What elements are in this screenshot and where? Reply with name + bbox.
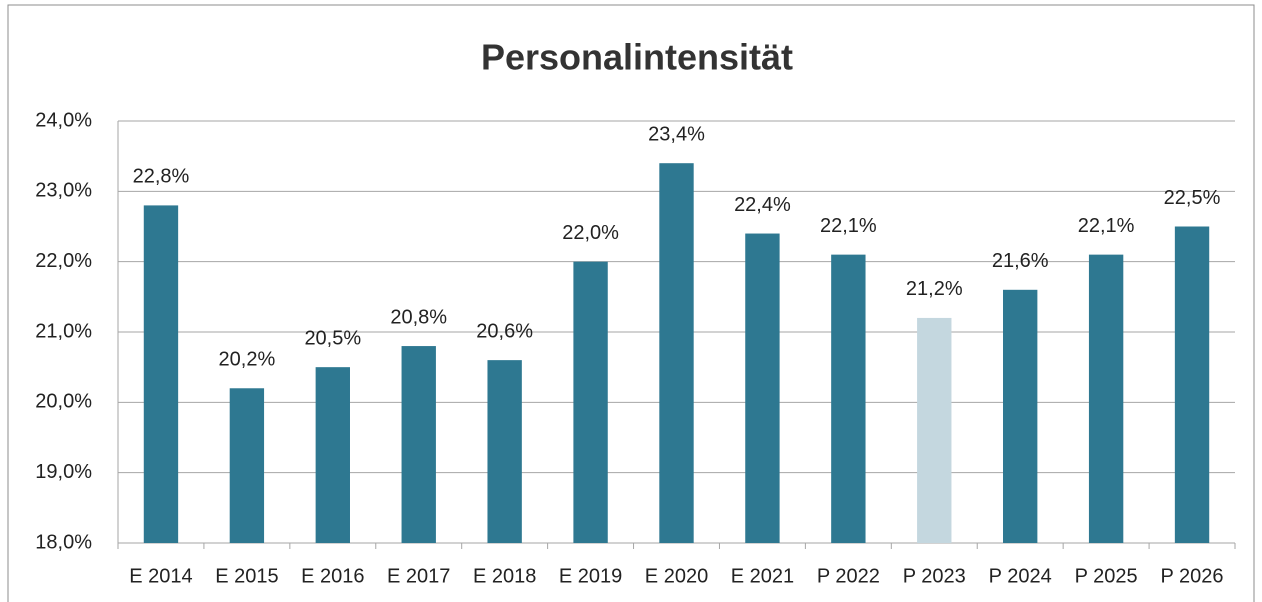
x-tick-label: E 2016 xyxy=(301,565,364,587)
x-tick-label: P 2025 xyxy=(1075,565,1138,587)
bar xyxy=(143,205,179,543)
chart-frame xyxy=(7,4,1255,602)
x-tick-label: E 2015 xyxy=(215,565,278,587)
bar xyxy=(659,163,694,543)
data-label: 22,4% xyxy=(734,194,791,216)
x-tick-label: E 2021 xyxy=(731,565,794,587)
y-tick-label: 23,0% xyxy=(35,180,92,202)
data-label: 20,5% xyxy=(304,327,361,349)
y-tick-label: 19,0% xyxy=(35,461,92,483)
y-tick-label: 20,0% xyxy=(35,391,92,413)
y-tick-label: 18,0% xyxy=(35,531,92,553)
bar xyxy=(1088,254,1124,543)
x-tick-label: P 2024 xyxy=(989,565,1052,587)
data-label: 22,1% xyxy=(1078,215,1135,237)
bar xyxy=(315,367,350,543)
data-label: 20,2% xyxy=(219,349,276,371)
data-label: 22,8% xyxy=(133,166,190,188)
data-label: 23,4% xyxy=(648,123,705,145)
data-label: 21,2% xyxy=(906,278,963,300)
x-tick-label: E 2019 xyxy=(559,565,622,587)
y-tick-label: 22,0% xyxy=(35,250,92,272)
bar xyxy=(917,317,952,543)
data-label: 22,0% xyxy=(562,222,619,244)
bar xyxy=(573,261,608,543)
x-tick-label: P 2023 xyxy=(903,565,966,587)
data-label: 22,1% xyxy=(820,215,877,237)
x-tick-label: P 2022 xyxy=(817,565,880,587)
y-tick-label: 24,0% xyxy=(35,109,92,131)
x-tick-label: E 2014 xyxy=(129,565,192,587)
data-label: 22,5% xyxy=(1164,187,1221,209)
bar xyxy=(831,254,866,543)
data-label: 20,6% xyxy=(476,320,533,342)
bar xyxy=(229,388,265,543)
x-tick-label: P 2026 xyxy=(1161,565,1224,587)
y-tick-label: 21,0% xyxy=(35,320,92,342)
bar xyxy=(401,346,436,543)
data-label: 20,8% xyxy=(390,306,447,328)
bar xyxy=(1174,226,1210,543)
bar xyxy=(487,360,522,543)
data-label: 21,6% xyxy=(992,250,1049,272)
bar xyxy=(1003,289,1038,543)
x-tick-label: E 2018 xyxy=(473,565,536,587)
bar xyxy=(745,233,780,544)
chart-title: Personalintensität xyxy=(481,37,793,78)
x-tick-label: E 2017 xyxy=(387,565,450,587)
x-tick-label: E 2020 xyxy=(645,565,708,587)
